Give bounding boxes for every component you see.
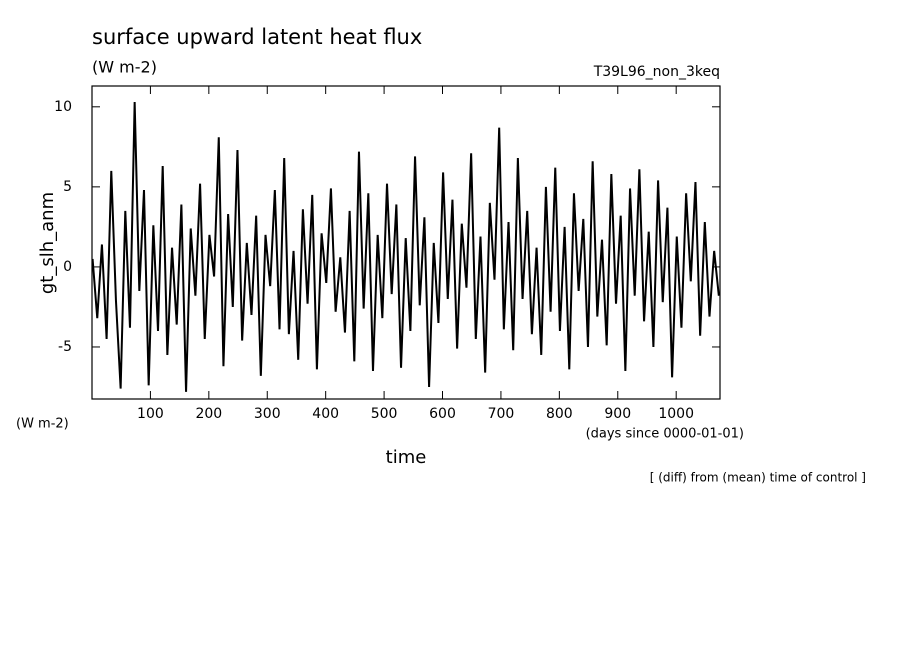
y-tick-label: 5 — [63, 179, 72, 195]
x-tick-label: 400 — [312, 406, 339, 422]
y-tick-label: -5 — [58, 339, 72, 355]
x-tick-label: 200 — [195, 406, 222, 422]
run-label: T39L96_non_3keq — [593, 64, 720, 80]
x-axis-label: time — [386, 447, 427, 468]
note: [ (diff) from (mean) time of control ] — [650, 471, 866, 485]
plot-frame — [91, 85, 721, 400]
y-axis-label: gt_slh_anm — [37, 192, 58, 294]
chart-title: surface upward latent heat flux — [92, 25, 422, 49]
x-units: (days since 0000-01-01) — [586, 427, 744, 442]
y-tick-label: 0 — [63, 259, 72, 275]
x-tick-label: 700 — [488, 406, 515, 422]
x-tick-label: 300 — [254, 406, 281, 422]
x-tick-label: 500 — [371, 406, 398, 422]
x-tick-label: 1000 — [658, 406, 694, 422]
x-tick-label: 100 — [137, 406, 164, 422]
data-line — [92, 101, 720, 392]
x-tick-label: 600 — [429, 406, 456, 422]
chart-subtitle: (W m-2) — [92, 58, 157, 77]
y-units: (W m-2) — [16, 417, 69, 432]
y-tick-label: 10 — [54, 99, 72, 115]
x-tick-label: 800 — [546, 406, 573, 422]
x-tick-label: 900 — [604, 406, 631, 422]
